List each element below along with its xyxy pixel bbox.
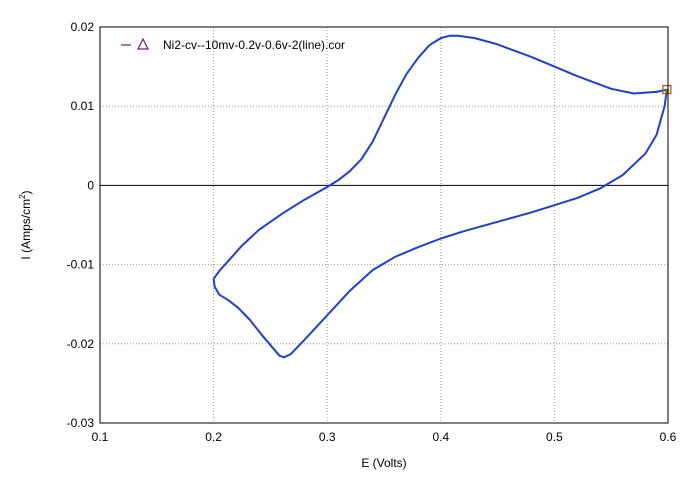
x-tick-label: 0.1	[92, 430, 109, 444]
y-tick-label: 0.01	[71, 99, 95, 113]
x-tick-label: 0.3	[319, 430, 336, 444]
y-axis-title-tail: )	[19, 190, 33, 194]
y-tick-label: -0.02	[67, 337, 95, 351]
x-tick-label: 0.6	[660, 430, 677, 444]
y-tick-label: 0	[87, 178, 94, 192]
y-axis-title-main: I (Amps/cm	[19, 199, 33, 260]
y-tick-label: -0.03	[67, 416, 95, 430]
x-axis-title: E (Volts)	[361, 456, 406, 470]
y-axis-title-superscript: 2	[18, 194, 27, 199]
legend-entry-label: Ni2-cv--10mv-0.2v-0.6v-2(line).cor	[163, 38, 345, 52]
legend-triangle-marker	[137, 37, 149, 50]
y-tick-label: -0.01	[67, 258, 95, 272]
tick-labels: 0.1 0.2 0.3 0.4 0.5 0.6 0.02 0.01 0 -0.01 -0.02 -0.…	[67, 20, 677, 444]
x-tick-label: 0.5	[546, 430, 563, 444]
series-end-marker	[662, 84, 672, 95]
x-tick-label: 0.4	[432, 430, 449, 444]
y-tick-label: 0.02	[71, 20, 95, 34]
series-line	[212, 34, 668, 359]
x-tick-label: 0.2	[205, 430, 222, 444]
legend: Ni2-cv--10mv-0.2v-0.6v-2(line).cor	[121, 37, 345, 52]
y-axis-title: I (Amps/cm2)	[18, 190, 33, 259]
plot-frame	[99, 26, 669, 424]
grid-lines	[100, 27, 668, 423]
